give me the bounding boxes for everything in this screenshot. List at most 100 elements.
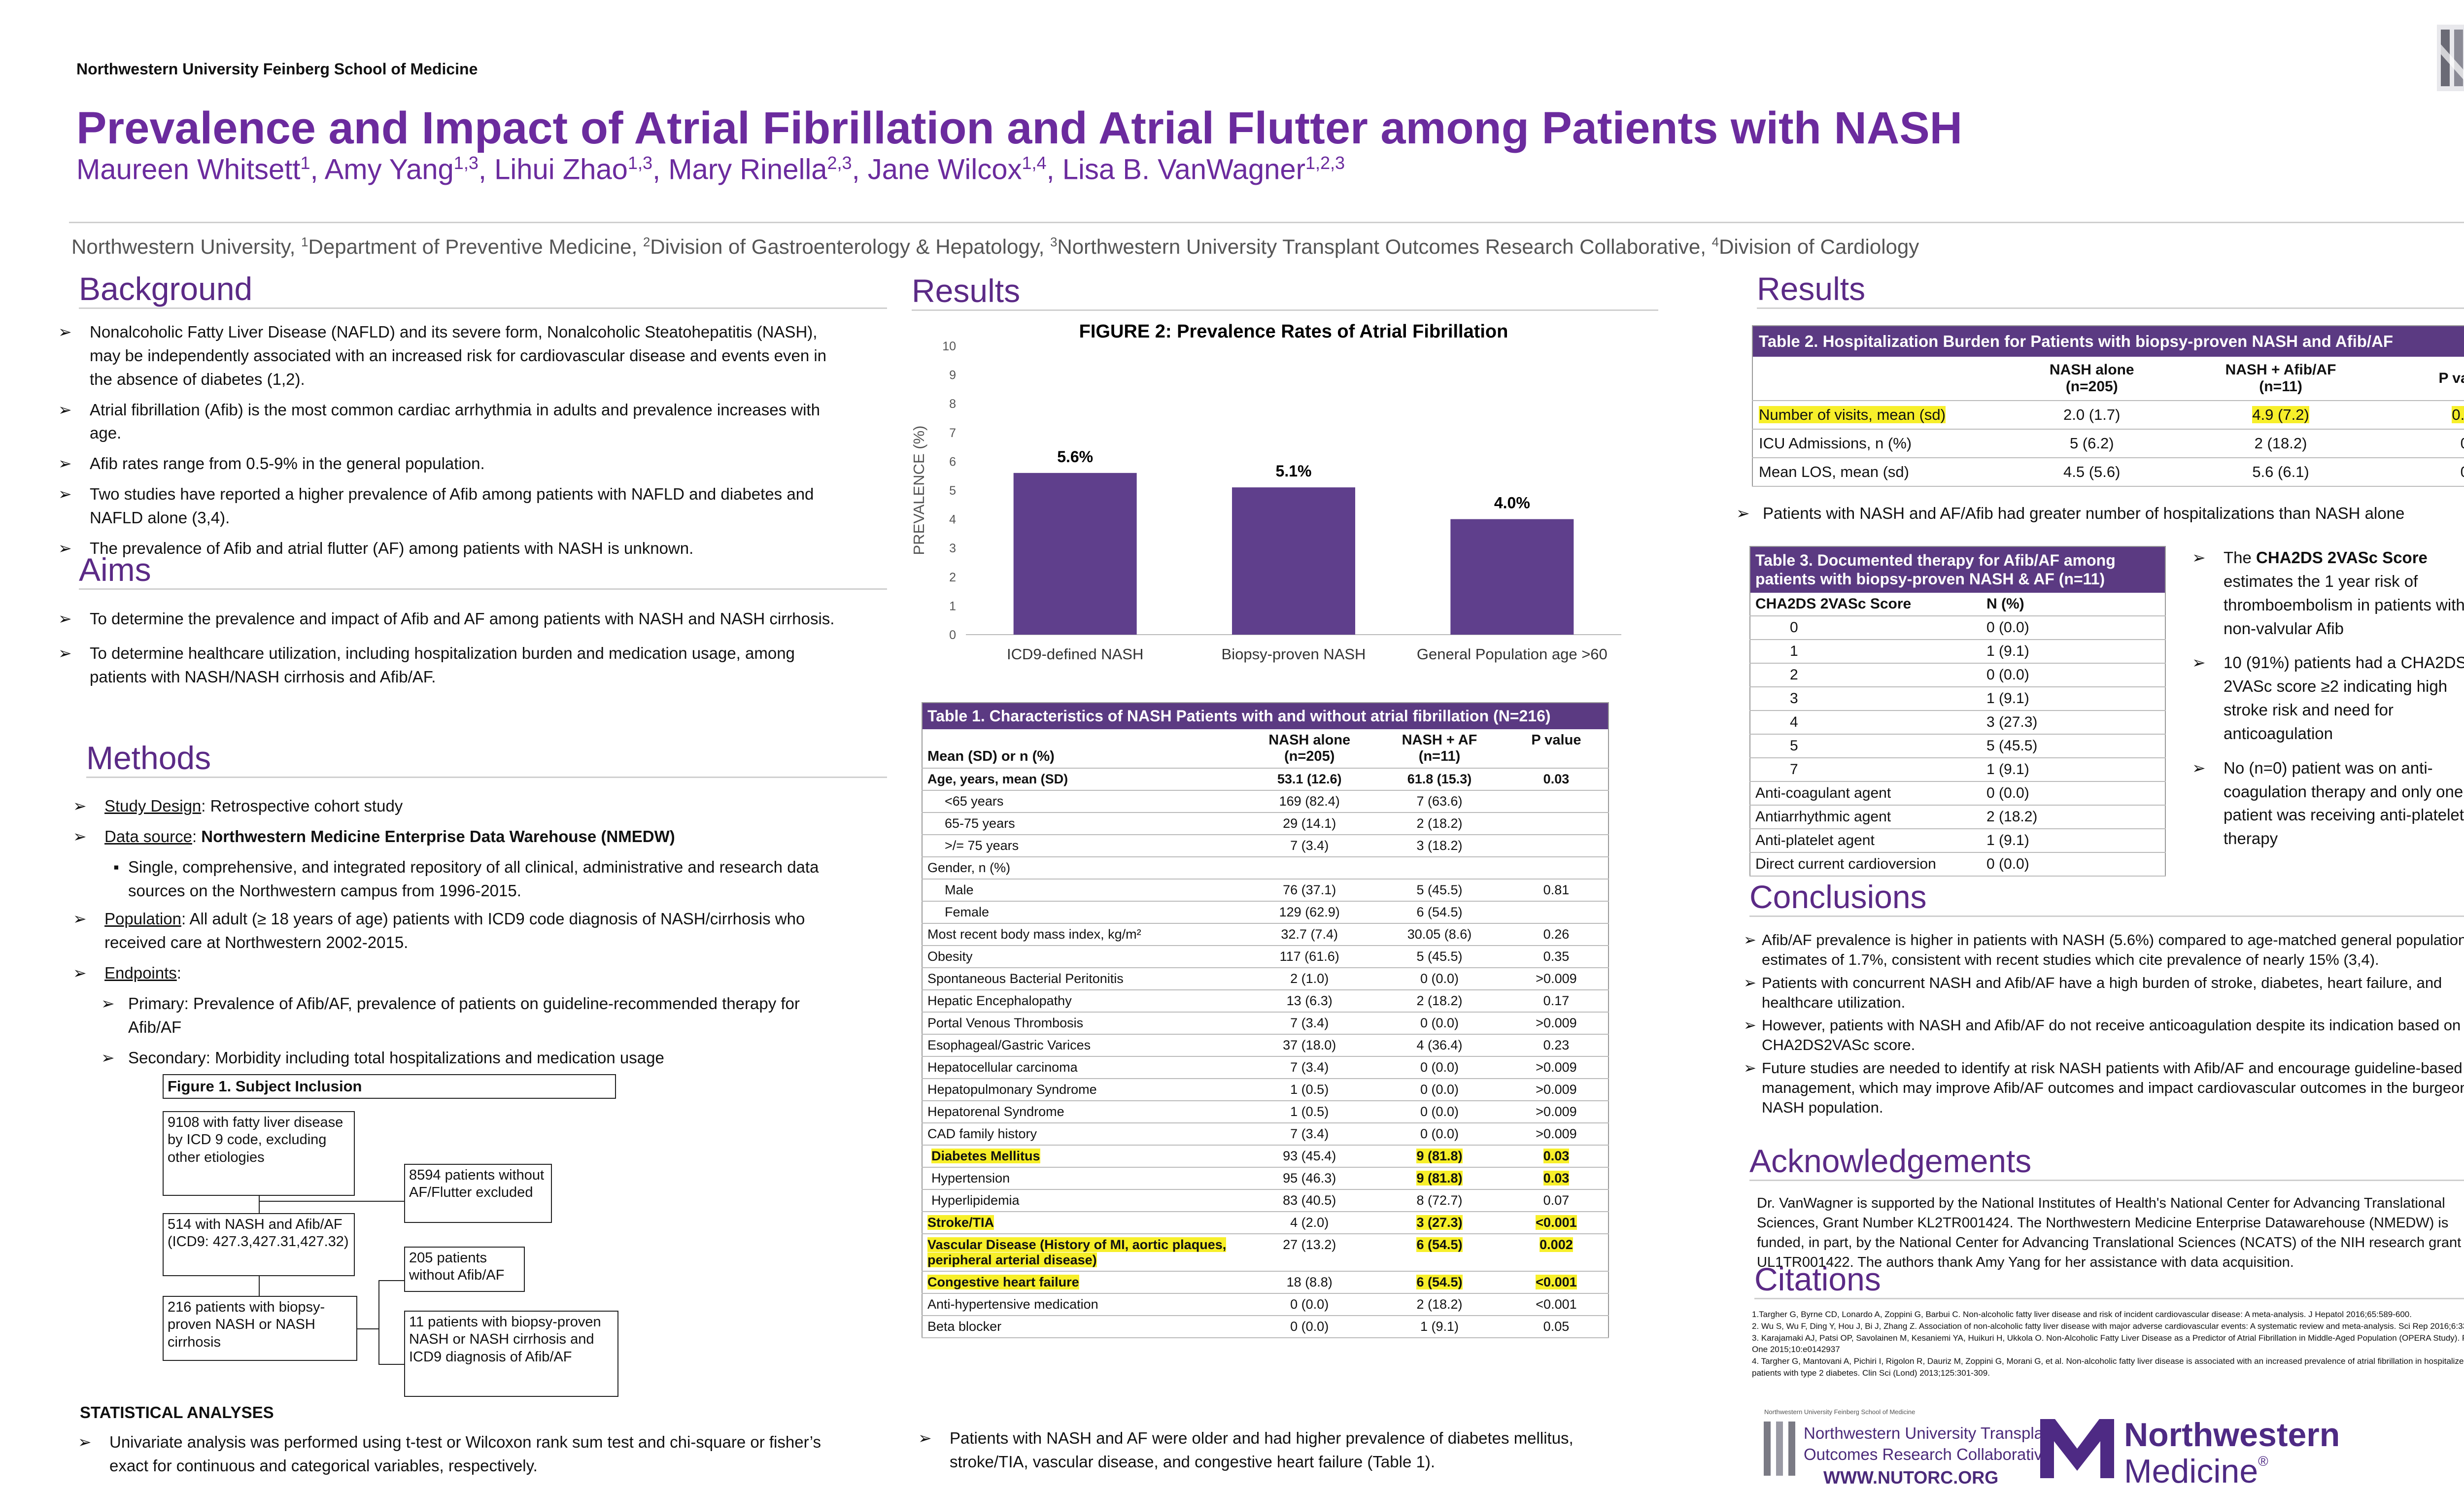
table1-cell: 0.03: [1504, 1167, 1608, 1190]
list-item: The prevalence of Afib and atrial flutte…: [54, 537, 843, 560]
table-row: Male 76 (37.1) 5 (45.5) 0.81: [922, 879, 1608, 902]
table1-cell: 76 (37.1): [1244, 879, 1375, 902]
list-item: To determine healthcare utilization, inc…: [54, 642, 843, 689]
citation-item: 3. Karajamaki AJ, Patsi OP, Savolainen M…: [1752, 1333, 2464, 1355]
background-list: Nonalcoholic Fatty Liver Disease (NAFLD)…: [54, 320, 843, 567]
table2-header-cell: NASH + Afib/AF (n=11): [2175, 357, 2387, 401]
table2-cell: Mean LOS, mean (sd): [1752, 458, 2009, 487]
table1-cell: Hypertension: [922, 1167, 1245, 1190]
table1-cell: 0 (0.0): [1244, 1316, 1375, 1338]
author-name: Maureen Whitsett: [76, 153, 301, 186]
figure1-connector: [357, 1328, 379, 1329]
list-item: Patients with concurrent NASH and Afib/A…: [1740, 973, 2464, 1013]
table3-cell: 3: [1750, 686, 1982, 711]
author-affil-sup: 2,3: [827, 153, 852, 173]
table1-cell: 0.35: [1504, 946, 1608, 968]
figure1-connector: [378, 1280, 379, 1364]
conclusions-heading: Conclusions: [1749, 878, 2464, 917]
y-tick-label: 4: [949, 513, 956, 527]
table1-cell: CAD family history: [922, 1123, 1245, 1146]
results-right-note: Patients with NASH and AF/Afib had great…: [1732, 502, 2464, 532]
table1-cell: 169 (82.4): [1244, 790, 1375, 813]
table3-header-cell: CHA2DS 2VASc Score: [1750, 592, 1982, 616]
table3-header-cell: N (%): [1982, 592, 2165, 616]
list-item: To determine the prevalence and impact o…: [54, 607, 843, 631]
header-divider: [69, 222, 2464, 223]
table1-cell: Male: [922, 879, 1245, 902]
x-tick-label: General Population age >60: [1417, 645, 1608, 663]
table1-cell: [1504, 835, 1608, 857]
ack-heading: Acknowledgements: [1749, 1142, 2464, 1181]
aims-heading: Aims: [79, 551, 887, 590]
table1-cell: 30.05 (8.6): [1374, 923, 1505, 946]
table2-header-cell: [1752, 357, 2009, 401]
figure1-box-biopsy: 216 patients with biopsy-proven NASH or …: [163, 1296, 357, 1361]
table-row: Vascular Disease (History of MI, aortic …: [922, 1234, 1608, 1272]
table2-cell: 4.9 (7.2): [2175, 401, 2387, 430]
table1-cell: 18 (8.8): [1244, 1271, 1375, 1294]
table1-cell: 27 (13.2): [1244, 1234, 1375, 1272]
table1-cell: >/= 75 years: [922, 835, 1245, 857]
methods-heading: Methods: [86, 739, 887, 778]
cha-item-1: The CHA2DS 2VASc Score estimates the 1 y…: [2188, 546, 2464, 640]
table-row: Portal Venous Thrombosis 7 (3.4) 0 (0.0) >0…: [922, 1012, 1608, 1035]
figure1-connector: [259, 1196, 260, 1213]
cha-item-3: No (n=0) patient was on anti-coagulation…: [2188, 756, 2464, 850]
affil-sup: 4: [1711, 235, 1719, 249]
table1-cell: Hepatocellular carcinoma: [922, 1056, 1245, 1079]
table3-cell: 2 (18.2): [1982, 805, 2165, 829]
methods-list: Study Design: Retrospective cohort study…: [69, 794, 838, 1076]
cha-item-2: 10 (91%) patients had a CHA2DS 2VASc sco…: [2188, 651, 2464, 745]
table2-header-cell: P value: [2386, 357, 2464, 401]
table1-cell: 0.81: [1504, 879, 1608, 902]
table1-cell: >0.009: [1504, 1101, 1608, 1123]
table1-cell: Spontaneous Bacterial Peritonitis: [922, 968, 1245, 990]
affiliations: Northwestern University, 1Department of …: [71, 235, 1919, 259]
table1-cell: <0.001: [1504, 1293, 1608, 1316]
table3-cell: 1 (9.1): [1982, 639, 2165, 664]
population-item: Population: All adult (≥ 18 years of age…: [69, 907, 838, 954]
table2-header-cell: NASH alone (n=205): [2009, 357, 2175, 401]
table1-cell: 65-75 years: [922, 813, 1245, 835]
school-name: Northwestern University Feinberg School …: [76, 60, 478, 78]
table2-cell: 5.6 (6.1): [2175, 458, 2387, 487]
table1-cell: <65 years: [922, 790, 1245, 813]
table1-cell: 2 (18.2): [1374, 1293, 1505, 1316]
author-affil-sup: 1,3: [627, 153, 652, 173]
nm-wordmark: Northwestern Medicine®: [2124, 1416, 2340, 1490]
author-affil-sup: 1,4: [1022, 153, 1047, 173]
nutorc-logo-icon: [1762, 1419, 1797, 1478]
table1-cell: 61.8 (15.3): [1374, 768, 1505, 791]
table1-cell: Hyperlipidemia: [922, 1189, 1245, 1212]
table-row: <65 years 169 (82.4) 7 (63.6): [922, 790, 1608, 813]
table1-cell: Diabetes Mellitus: [922, 1145, 1245, 1168]
stats-heading: STATISTICAL ANALYSES: [80, 1403, 274, 1422]
table2-cell: 4.5 (5.6): [2009, 458, 2175, 487]
nutorc-text: Northwestern University Transplant Outco…: [1804, 1424, 2057, 1463]
citation-item: 2. Wu S, Wu F, Ding Y, Hou J, Bi J, Zhan…: [1752, 1321, 2464, 1331]
table3-cell: 4: [1750, 710, 1982, 735]
table2-caption: Table 2. Hospitalization Burden for Pati…: [1752, 326, 2464, 357]
table1-cell: 8 (72.7): [1374, 1189, 1505, 1212]
affil-sup: 3: [1050, 235, 1058, 249]
table1-cell: 5 (45.5): [1374, 946, 1505, 968]
figure1-connector: [378, 1364, 404, 1365]
table1-cell: >0.009: [1504, 1056, 1608, 1079]
table1-cell: 2 (1.0): [1244, 968, 1375, 990]
table-row: Hepatocellular carcinoma 7 (3.4) 0 (0.0) >0…: [922, 1056, 1608, 1079]
table1-cell: 3 (27.3): [1374, 1212, 1505, 1234]
poster-title: Prevalence and Impact of Atrial Fibrilla…: [76, 103, 1963, 153]
table1-cell: Obesity: [922, 946, 1245, 968]
citations-list: 1.Targher G, Byrne CD, Lonardo A, Zoppin…: [1752, 1309, 2464, 1379]
table1-cell: >0.009: [1504, 1123, 1608, 1146]
table-row: Congestive heart failure 18 (8.8) 6 (54.5)…: [922, 1271, 1608, 1294]
table1-header-cell: NASH + AF (n=11): [1374, 729, 1505, 769]
author-affil-sup: 1,2,3: [1305, 153, 1345, 173]
table1-cell: Hepatorenal Syndrome: [922, 1101, 1245, 1123]
conclusions-list: Afib/AF prevalence is higher in patients…: [1740, 930, 2464, 1121]
table3-cell: Antiarrhythmic agent: [1750, 805, 1982, 829]
table-row: Anti-coagulant agent 0 (0.0): [1750, 781, 2165, 806]
table-row: Anti-hypertensive medication 0 (0.0) 2 (18…: [922, 1293, 1608, 1316]
bar: [1450, 519, 1574, 635]
